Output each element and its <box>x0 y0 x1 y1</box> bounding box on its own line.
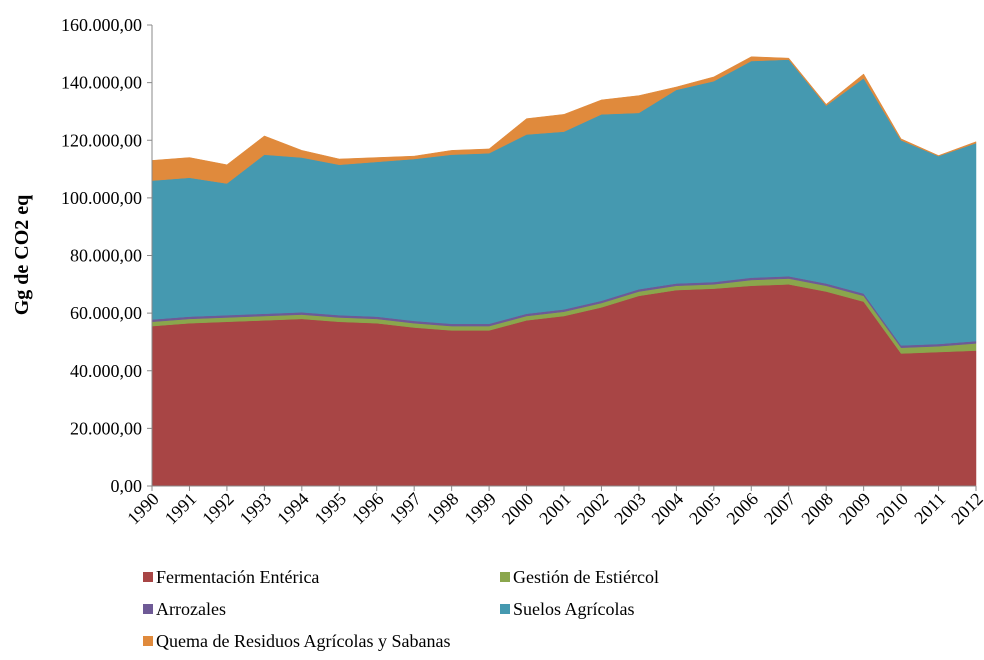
x-tick-label: 1997 <box>385 489 425 529</box>
y-tick-label: 140.000,00 <box>61 73 142 93</box>
x-tick-label: 1996 <box>348 489 388 529</box>
x-tick-label: 1998 <box>423 489 463 529</box>
x-tick-label: 2010 <box>872 489 912 529</box>
legend-swatch <box>500 604 510 614</box>
x-tick-label: 1993 <box>236 489 276 529</box>
area <box>151 56 977 184</box>
legend-label: Arrozales <box>156 599 226 619</box>
legend-swatch <box>500 572 510 582</box>
x-tick-label: 2009 <box>835 489 875 529</box>
y-tick-label: 60.000,00 <box>70 303 142 323</box>
y-tick-label: 20.000,00 <box>70 418 142 438</box>
legend-label: Fermentación Entérica <box>156 567 319 587</box>
legend-label: Suelos Agrícolas <box>513 599 635 619</box>
x-tick-label: 2003 <box>610 489 650 529</box>
x-tick-label: 2006 <box>723 489 763 529</box>
x-tick-label: 2001 <box>535 489 575 529</box>
x-tick-label: 2002 <box>573 489 613 529</box>
y-tick-label: 40.000,00 <box>70 361 142 381</box>
legend-swatch <box>143 572 153 582</box>
x-tick-label: 1991 <box>161 489 201 529</box>
y-tick-label: 0,00 <box>111 476 143 496</box>
y-axis-label: Gg de CO2 eq <box>11 195 33 316</box>
x-tick-label: 1999 <box>460 489 500 529</box>
x-tick-label: 1992 <box>198 489 238 529</box>
x-tick-label: 1994 <box>273 489 313 529</box>
legend-label: Quema de Residuos Agrícolas y Sabanas <box>156 631 450 651</box>
x-tick-label: 2012 <box>947 489 984 529</box>
x-tick-label: 2000 <box>498 489 538 529</box>
y-tick-label: 160.000,00 <box>61 15 142 35</box>
x-tick-label: 2005 <box>685 489 725 529</box>
x-tick-label: 2004 <box>648 489 688 529</box>
y-tick-label: 80.000,00 <box>70 246 142 266</box>
y-tick-label: 100.000,00 <box>61 188 142 208</box>
legend-swatch <box>143 636 153 646</box>
y-tick-label: 120.000,00 <box>61 130 142 150</box>
x-tick-label: 2011 <box>910 489 949 528</box>
x-tick-label: 2008 <box>797 489 837 529</box>
legend-swatch <box>143 604 153 614</box>
x-tick-label: 2007 <box>760 489 800 529</box>
x-tick-label: 1995 <box>311 489 351 529</box>
legend-label: Gestión de Estiércol <box>513 567 659 587</box>
